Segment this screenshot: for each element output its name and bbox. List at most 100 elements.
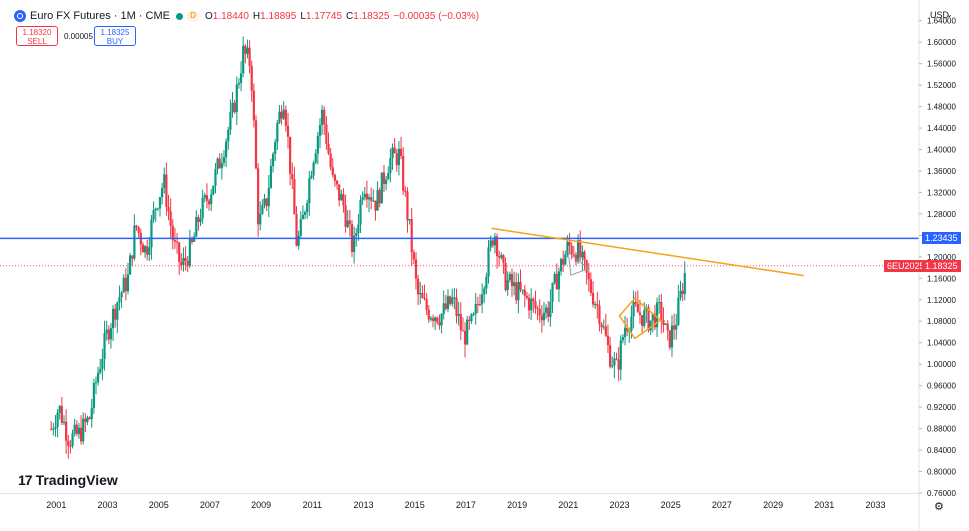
candle-body — [150, 219, 153, 248]
drawings[interactable] — [0, 227, 919, 340]
candle-body — [201, 197, 204, 219]
candle-body — [180, 261, 183, 266]
x-tick-label: 2027 — [712, 500, 732, 510]
candle-body — [527, 297, 531, 311]
candle-body — [291, 173, 294, 180]
ohlc-high: H1.18895 — [252, 10, 297, 22]
candle-body — [406, 191, 409, 221]
candle-body — [293, 179, 296, 215]
candle-body — [673, 325, 676, 330]
candle-body — [478, 304, 482, 306]
candle-body — [205, 195, 209, 201]
candle-body — [438, 322, 441, 326]
candle-body — [412, 252, 415, 260]
y-tick-label: 1.12000 — [927, 296, 956, 305]
candle-body — [453, 297, 456, 299]
candle-body — [429, 318, 433, 320]
candle-body — [167, 206, 170, 212]
candle-body — [636, 303, 639, 313]
x-tick-label: 2013 — [353, 500, 373, 510]
candle-body — [596, 304, 599, 306]
candle-body — [141, 244, 145, 253]
sell-button[interactable]: 1.18320 SELL — [16, 26, 58, 46]
candle-body — [286, 125, 290, 137]
candle-body — [165, 174, 168, 207]
candle-body — [641, 315, 644, 326]
candle-body — [54, 426, 57, 429]
candle-body — [58, 406, 61, 413]
candle-body — [274, 142, 277, 154]
candle-body — [146, 246, 149, 255]
candle-body — [566, 241, 569, 255]
candle-body — [626, 327, 629, 332]
candle-body — [171, 225, 174, 241]
market-status-icon[interactable] — [175, 12, 183, 20]
candle-body — [417, 278, 420, 295]
candle-body — [186, 260, 189, 266]
candle-body — [525, 295, 529, 298]
candle-body — [498, 256, 501, 258]
chevron-down-icon[interactable]: ⌄ — [946, 10, 953, 19]
candle-body — [589, 279, 593, 293]
candle-body — [267, 188, 270, 207]
candle-body — [342, 194, 345, 206]
candle-body — [658, 301, 661, 303]
candle-body — [542, 312, 546, 321]
candle-body — [598, 305, 601, 325]
y-tick-label: 0.80000 — [927, 468, 956, 477]
candle-body — [410, 219, 413, 253]
candle-body — [442, 303, 445, 315]
candle-body — [82, 418, 85, 442]
candle-body — [579, 240, 582, 258]
symbol-flag-icon — [14, 10, 26, 22]
candle-body — [67, 440, 70, 446]
candle-body — [606, 335, 610, 345]
candle-body — [611, 365, 614, 367]
candle-body — [310, 175, 313, 179]
delayed-data-badge[interactable]: D — [186, 10, 199, 22]
candle-body — [158, 197, 162, 209]
candle-body — [414, 259, 418, 279]
x-tick-label: 2003 — [97, 500, 117, 510]
buy-button[interactable]: 1.18325 BUY — [94, 26, 136, 46]
candle-body — [348, 220, 351, 225]
candle-body — [306, 203, 309, 213]
candle-body — [382, 172, 386, 185]
candle-body — [203, 195, 206, 198]
candle-body — [246, 47, 249, 54]
y-tick-label: 1.16000 — [927, 274, 956, 283]
symbol-name[interactable]: Euro FX Futures · 1M · CME — [30, 10, 170, 22]
trend-line-drawing — [491, 227, 804, 277]
candle-body — [73, 424, 76, 434]
candle-body — [60, 406, 63, 423]
tradingview-logo[interactable]: 17 TradingView — [18, 472, 118, 488]
candle-body — [239, 73, 243, 83]
currency-selector[interactable]: USD — [930, 10, 950, 20]
candle-body — [568, 241, 571, 246]
candle-body — [370, 197, 373, 201]
candle-body — [463, 330, 467, 345]
candle-body — [470, 314, 473, 322]
candle-body — [333, 174, 337, 181]
candle-body — [124, 277, 127, 292]
ohlc-values: O1.18440 H1.18895 L1.17745 C1.18325 −0.0… — [205, 11, 479, 22]
y-tick-label: 0.88000 — [927, 425, 956, 434]
candle-body — [555, 274, 558, 290]
candle-body — [649, 320, 652, 331]
candle-body — [530, 298, 533, 311]
candle-body — [515, 282, 518, 301]
x-tick-label: 2015 — [405, 500, 425, 510]
candle-body — [344, 205, 347, 227]
candle-body — [122, 277, 125, 293]
candle-body — [521, 289, 524, 291]
candle-body — [591, 292, 595, 305]
gear-icon[interactable]: ⚙ — [934, 501, 944, 513]
y-tick-label: 1.44000 — [927, 124, 956, 133]
candle-body — [197, 217, 200, 222]
candle-body — [207, 200, 211, 205]
candle-body — [553, 274, 556, 283]
candle-body — [114, 308, 117, 320]
y-tick-label: 1.28000 — [927, 210, 956, 219]
candle-body — [449, 296, 452, 304]
